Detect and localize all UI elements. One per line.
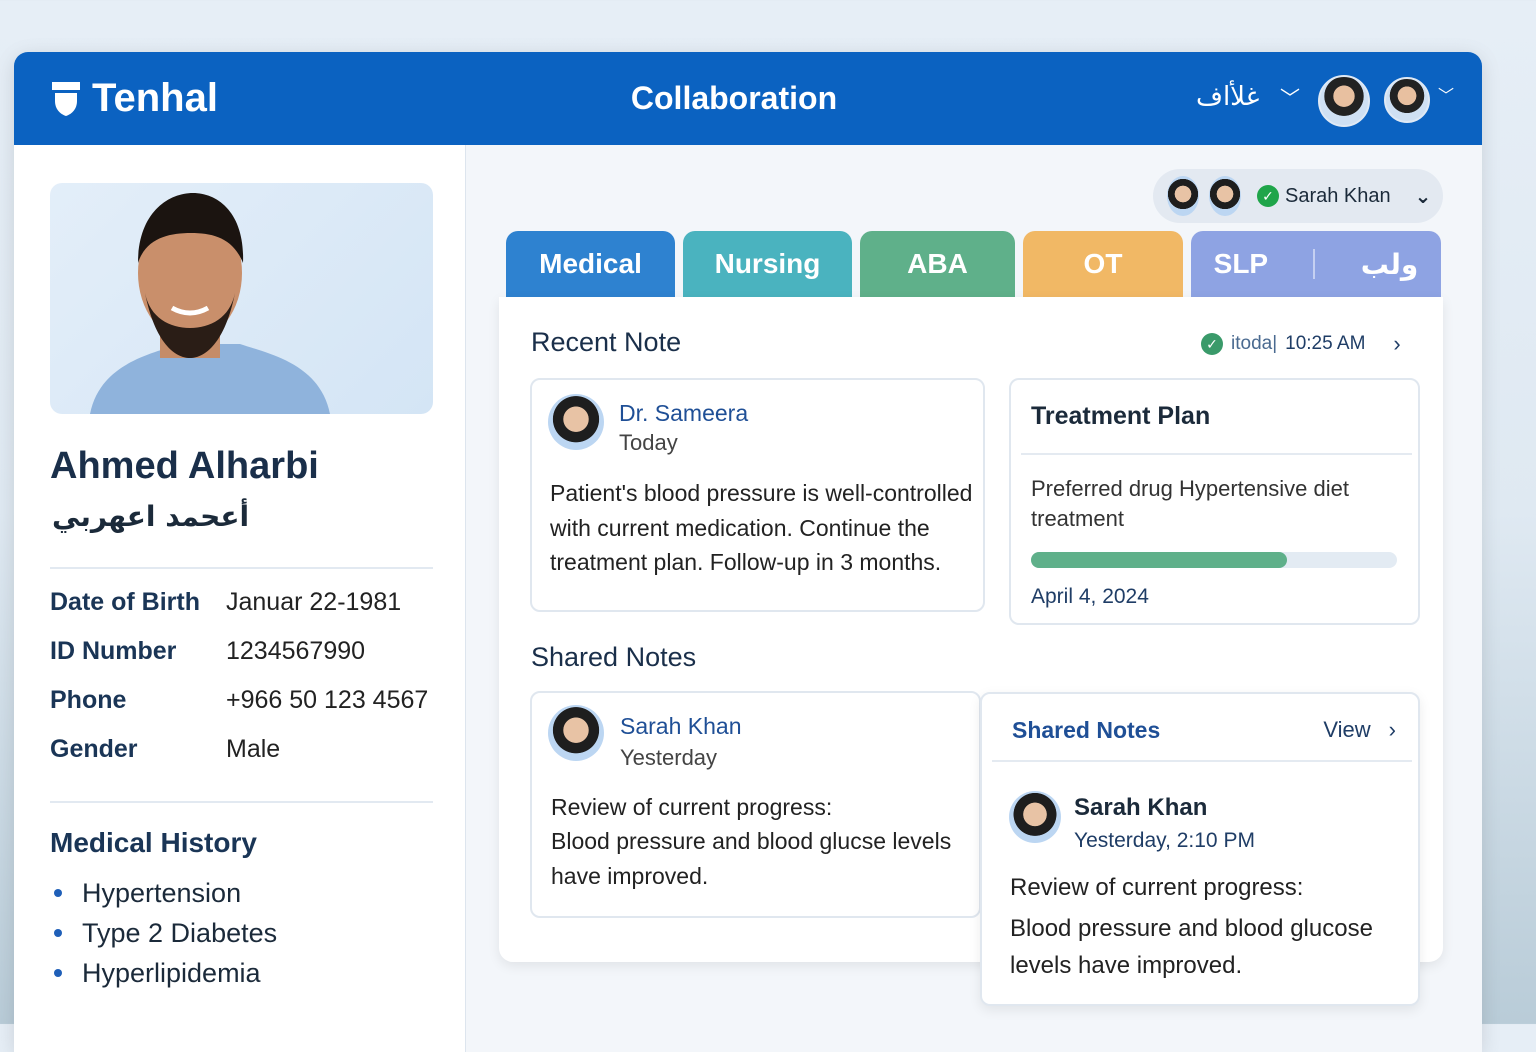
patient-name-arabic: أعحمد اعهربي bbox=[52, 500, 250, 533]
divider bbox=[50, 567, 433, 569]
plan-text: Preferred drug Hypertensive diet treatme… bbox=[1031, 476, 1349, 531]
notes-card: Recent Note ✓ itoda| 10:25 AM › Dr. Same… bbox=[499, 297, 1443, 962]
tab-slp[interactable]: SLP ولب bbox=[1191, 231, 1441, 297]
note-date: Yesterday, 2:10 PM bbox=[1074, 829, 1255, 852]
logo[interactable]: Tenhal bbox=[50, 76, 218, 121]
patient-name: Ahmed Alharbi bbox=[50, 445, 319, 487]
medical-history-list: Hypertension Type 2 Diabetes Hyperlipide… bbox=[54, 873, 277, 993]
plan-progress-bar bbox=[1031, 552, 1397, 568]
medical-history-title: Medical History bbox=[50, 827, 257, 858]
recent-note-title: Recent Note bbox=[531, 327, 682, 357]
avatar bbox=[1209, 176, 1241, 216]
divider bbox=[50, 801, 433, 803]
history-item: Type 2 Diabetes bbox=[54, 913, 277, 953]
logo-text: Tenhal bbox=[92, 76, 218, 120]
divider bbox=[992, 760, 1412, 762]
online-check-icon: ✓ bbox=[1257, 185, 1279, 207]
tab-nursing[interactable]: Nursing bbox=[683, 231, 852, 297]
plan-progress-fill bbox=[1031, 552, 1288, 568]
tab-slp-label: SLP bbox=[1213, 248, 1269, 279]
note-author: Sarah Khan bbox=[1074, 794, 1208, 821]
field-value: 1234567990 bbox=[226, 637, 366, 665]
app-window: Tenhal Collaboration غلأاف ﹀ ﹀ Ahmed Alh… bbox=[14, 52, 1482, 1052]
timestamp-prefix: itoda| bbox=[1231, 333, 1278, 354]
patient-info: Date of Birth Januar 22-1981 ID Number 123… bbox=[50, 588, 428, 784]
field-value: Januar 22-1981 bbox=[226, 588, 402, 616]
field-value: Male bbox=[226, 735, 281, 763]
shield-logo-icon bbox=[52, 81, 80, 116]
author-avatar bbox=[1009, 791, 1061, 843]
info-row-gender: Gender Male bbox=[50, 735, 428, 784]
divider bbox=[1021, 453, 1412, 455]
user-menu-chevron-icon[interactable]: ﹀ bbox=[1438, 88, 1455, 105]
author-avatar bbox=[548, 705, 604, 761]
info-row-id: ID Number 1234567990 bbox=[50, 637, 428, 686]
history-item: Hypertension bbox=[54, 873, 277, 913]
page-title: Collaboration bbox=[630, 80, 838, 116]
tab-arabic-label: ولب bbox=[1360, 247, 1419, 281]
avatar-user[interactable] bbox=[1384, 77, 1430, 123]
collaborator-name: Sarah Khan bbox=[1285, 184, 1391, 207]
plan-title: Treatment Plan bbox=[1031, 402, 1211, 430]
info-row-phone: Phone +966 50 123 4567 bbox=[50, 686, 428, 735]
tab-medical[interactable]: Medical bbox=[506, 231, 675, 297]
chevron-down-icon[interactable]: ﹀ bbox=[1280, 88, 1300, 110]
chevron-right-icon: › bbox=[1388, 717, 1396, 742]
field-label: ID Number bbox=[50, 637, 177, 665]
check-icon: ✓ bbox=[1201, 333, 1223, 355]
note-date: Today bbox=[619, 430, 678, 455]
note-author: Sarah Khan bbox=[620, 713, 742, 739]
tab-aba[interactable]: ABA bbox=[860, 231, 1015, 297]
treatment-plan[interactable]: Treatment Plan Preferred drug Hypertensi… bbox=[1009, 378, 1420, 625]
view-link[interactable]: View › bbox=[1323, 717, 1396, 743]
plan-date: April 4, 2024 bbox=[1031, 585, 1149, 608]
shared-notes-panel: Shared Notes View › Sarah Khan Yesterday,… bbox=[980, 692, 1420, 1006]
language-selector[interactable]: غلأاف bbox=[1196, 82, 1260, 112]
chevron-down-icon: ⌄ bbox=[1414, 185, 1432, 208]
note-author: Dr. Sameera bbox=[619, 400, 749, 426]
field-label: Phone bbox=[50, 686, 127, 714]
avatar bbox=[1167, 176, 1199, 216]
tab-ot[interactable]: OT bbox=[1023, 231, 1183, 297]
divider bbox=[1313, 249, 1316, 279]
collaborator-selector[interactable]: ✓ Sarah Khan ⌄ bbox=[1153, 169, 1443, 223]
timestamp: 10:25 AM bbox=[1285, 333, 1366, 354]
recent-timestamp[interactable]: ✓ itoda| 10:25 AM › bbox=[1201, 331, 1401, 357]
shared-notes-title: Shared Notes bbox=[531, 642, 697, 672]
chevron-right-icon: › bbox=[1393, 331, 1401, 356]
note-text: Blood pressure and blood glucose levels … bbox=[1010, 915, 1373, 979]
avatar-collaborator[interactable] bbox=[1318, 75, 1370, 127]
note-text: Patient's blood pressure is well-control… bbox=[550, 480, 973, 575]
shared-note[interactable]: Sarah Khan Yesterday Review of current p… bbox=[530, 691, 981, 918]
panel-title: Shared Notes bbox=[1012, 717, 1161, 743]
field-label: Gender bbox=[50, 735, 138, 763]
field-label: Date of Birth bbox=[50, 588, 200, 616]
recent-note[interactable]: Dr. Sameera Today Patient's blood pressu… bbox=[530, 378, 985, 612]
note-text: Review of current progress: bbox=[551, 794, 833, 820]
patient-panel: Ahmed Alharbi أعحمد اعهربي Date of Birth… bbox=[14, 145, 466, 1052]
note-text: Blood pressure and blood glucse levels h… bbox=[551, 828, 952, 889]
note-text: Review of current progress: bbox=[1010, 874, 1304, 901]
note-date: Yesterday bbox=[620, 745, 718, 770]
patient-photo bbox=[50, 183, 433, 414]
discipline-tabs: Medical Nursing ABA OT SLP ولب bbox=[506, 231, 1441, 297]
author-avatar bbox=[548, 394, 604, 450]
history-item: Hyperlipidemia bbox=[54, 953, 277, 993]
top-header: Tenhal Collaboration غلأاف ﹀ ﹀ bbox=[14, 52, 1482, 145]
info-row-dob: Date of Birth Januar 22-1981 bbox=[50, 588, 428, 637]
view-label: View bbox=[1323, 717, 1371, 742]
field-value: +966 50 123 4567 bbox=[226, 686, 429, 714]
